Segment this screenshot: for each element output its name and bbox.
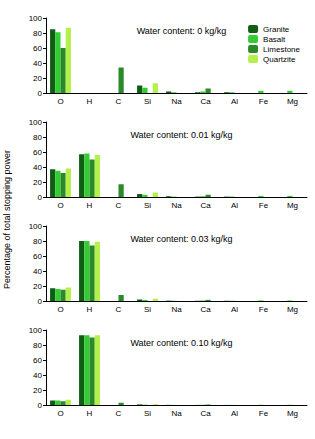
svg-text:C: C [116, 305, 122, 314]
svg-text:60: 60 [33, 148, 42, 157]
svg-text:Ca: Ca [200, 97, 211, 106]
svg-text:Quartzite: Quartzite [263, 55, 296, 64]
svg-text:40: 40 [33, 267, 42, 276]
svg-text:Water content: 0.03 kg/kg: Water content: 0.03 kg/kg [130, 234, 232, 244]
svg-text:20: 20 [33, 74, 42, 83]
svg-text:Fe: Fe [259, 201, 269, 210]
svg-text:C: C [116, 97, 122, 106]
svg-text:Ca: Ca [200, 409, 211, 418]
svg-text:Water content: 0.10 kg/kg: Water content: 0.10 kg/kg [130, 338, 232, 348]
svg-text:60: 60 [33, 252, 42, 261]
svg-text:60: 60 [33, 356, 42, 365]
svg-text:100: 100 [29, 118, 43, 127]
svg-text:80: 80 [33, 237, 42, 246]
svg-text:C: C [116, 409, 122, 418]
svg-text:O: O [57, 305, 63, 314]
svg-text:Na: Na [171, 305, 182, 314]
svg-text:40: 40 [33, 371, 42, 380]
svg-text:20: 20 [33, 282, 42, 291]
svg-text:Si: Si [144, 305, 151, 314]
svg-text:Fe: Fe [259, 305, 269, 314]
svg-text:Mg: Mg [287, 201, 298, 210]
svg-text:Al: Al [231, 97, 238, 106]
svg-text:H: H [87, 97, 93, 106]
svg-text:0: 0 [38, 401, 43, 410]
svg-text:Si: Si [144, 409, 151, 418]
svg-text:80: 80 [33, 133, 42, 142]
svg-text:O: O [57, 97, 63, 106]
svg-text:Mg: Mg [287, 305, 298, 314]
svg-text:80: 80 [33, 29, 42, 38]
svg-text:Basalt: Basalt [263, 35, 286, 44]
svg-text:C: C [116, 201, 122, 210]
svg-text:40: 40 [33, 163, 42, 172]
svg-text:Fe: Fe [259, 409, 269, 418]
svg-text:Na: Na [171, 201, 182, 210]
svg-text:0: 0 [38, 89, 43, 98]
svg-text:H: H [87, 305, 93, 314]
svg-text:H: H [87, 409, 93, 418]
svg-text:20: 20 [33, 386, 42, 395]
svg-text:Fe: Fe [259, 97, 269, 106]
svg-text:100: 100 [29, 326, 43, 335]
svg-text:Mg: Mg [287, 97, 298, 106]
svg-text:80: 80 [33, 341, 42, 350]
svg-text:20: 20 [33, 178, 42, 187]
svg-text:Al: Al [231, 201, 238, 210]
svg-text:H: H [87, 201, 93, 210]
svg-text:Percentage of total stopping p: Percentage of total stopping power [2, 150, 12, 289]
svg-text:Water content: 0 kg/kg: Water content: 0 kg/kg [137, 26, 227, 36]
svg-text:100: 100 [29, 14, 43, 23]
svg-text:0: 0 [38, 297, 43, 306]
svg-text:60: 60 [33, 44, 42, 53]
svg-text:Water content: 0.01 kg/kg: Water content: 0.01 kg/kg [130, 130, 232, 140]
svg-text:40: 40 [33, 59, 42, 68]
svg-text:100: 100 [29, 222, 43, 231]
svg-text:Al: Al [231, 305, 238, 314]
svg-text:Na: Na [171, 97, 182, 106]
svg-text:Si: Si [144, 97, 151, 106]
svg-text:Ca: Ca [200, 305, 211, 314]
svg-text:Granite: Granite [263, 25, 290, 34]
svg-text:Na: Na [171, 409, 182, 418]
svg-text:Mg: Mg [287, 409, 298, 418]
svg-text:Ca: Ca [200, 201, 211, 210]
svg-text:Si: Si [144, 201, 151, 210]
svg-text:0: 0 [38, 193, 43, 202]
svg-text:Limestone: Limestone [263, 45, 300, 54]
svg-text:Al: Al [231, 409, 238, 418]
svg-text:O: O [57, 409, 63, 418]
svg-text:O: O [57, 201, 63, 210]
